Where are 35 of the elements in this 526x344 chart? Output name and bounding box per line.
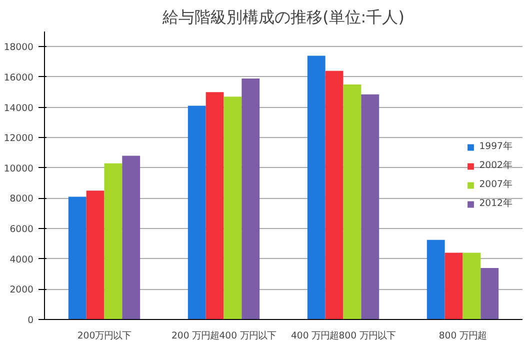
y-tick-label: 16000 [4,72,34,84]
x-tick-label: 400 万円超800 万円以下 [290,330,396,342]
bar [242,78,260,320]
x-tick-label: 800 万円超 [438,330,487,342]
bar [343,84,362,320]
legend-label: 2002年 [479,159,512,172]
bar [462,252,481,320]
legend-label: 2007年 [479,178,512,191]
y-tick-label: 4000 [10,254,34,266]
y-tick-label: 2000 [10,284,34,296]
bar [307,56,326,320]
x-tick-label: 200 万円超400 万円以下 [171,330,276,342]
bar [188,106,206,320]
bar [224,96,242,320]
y-tick-label: 10000 [4,163,34,174]
legend-label: 1997年 [479,140,512,153]
bar [325,70,344,320]
bar [206,92,224,320]
bar [426,240,445,320]
x-tick-label: 200万円以下 [77,330,132,342]
y-tick-label: 12000 [4,133,34,144]
bar [444,252,463,320]
bar [122,156,140,320]
y-tick-label: 8000 [10,194,34,205]
y-tick-label: 18000 [4,42,34,54]
bar [68,196,86,320]
y-tick-label: 0 [28,315,34,326]
y-tick-label: 14000 [4,102,34,114]
bar [361,94,380,320]
legend-label: 2012年 [479,197,512,210]
chart-title: 給与階級別構成の推移(単位:千人) [162,8,404,26]
bar [86,190,104,320]
y-tick-label: 6000 [10,224,34,236]
bar [104,163,122,320]
bar [480,268,499,320]
